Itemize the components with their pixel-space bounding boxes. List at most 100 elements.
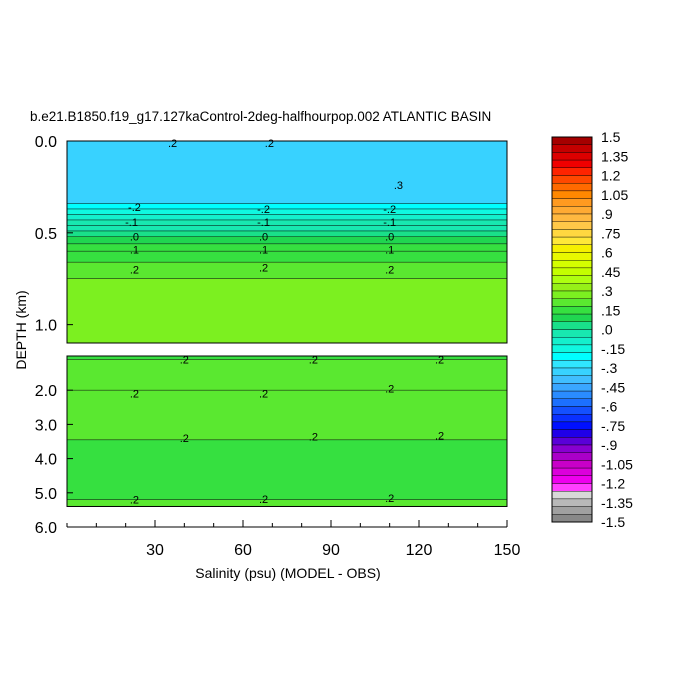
colorbar-swatch xyxy=(551,321,593,330)
contour-band xyxy=(67,439,507,500)
colorbar-swatch xyxy=(551,221,593,230)
contour-label: .2 xyxy=(259,263,268,275)
contour-label: .2 xyxy=(130,265,139,277)
colorbar-swatch xyxy=(551,475,593,484)
colorbar-swatch xyxy=(551,344,593,353)
contour-band xyxy=(67,208,507,215)
colorbar-swatch xyxy=(551,198,593,207)
contour-band xyxy=(67,214,507,220)
x-tick-label: 120 xyxy=(406,542,433,559)
colorbar-swatch xyxy=(551,267,593,276)
colorbar-label: -.75 xyxy=(601,418,625,434)
contour-label: .2 xyxy=(130,389,139,401)
colorbar-label: -.6 xyxy=(601,399,618,415)
colorbar-label: 1.2 xyxy=(601,168,621,184)
colorbar-swatch xyxy=(551,306,593,315)
contour-band xyxy=(67,262,507,279)
colorbar-swatch xyxy=(551,252,593,261)
contour-label: .2 xyxy=(180,433,189,445)
colorbar-swatch xyxy=(551,506,593,515)
colorbar-label: 1.5 xyxy=(601,129,621,145)
colorbar-swatch xyxy=(551,275,593,284)
colorbar-swatch xyxy=(551,152,593,161)
colorbar-label: .0 xyxy=(601,322,613,338)
contour-label: .2 xyxy=(168,138,177,150)
colorbar-label: 1.05 xyxy=(601,187,628,203)
y-tick-label: 6.0 xyxy=(35,520,57,537)
colorbar-swatch xyxy=(551,313,593,323)
contour-label: .0 xyxy=(259,231,268,243)
colorbar-label: 1.35 xyxy=(601,148,628,164)
colorbar-label: .75 xyxy=(601,225,621,241)
contour-band xyxy=(67,141,507,204)
contour-label: -.2 xyxy=(383,204,396,216)
y-axis-label: DEPTH (km) xyxy=(13,290,29,369)
colorbar-swatch xyxy=(551,167,593,176)
contour-band xyxy=(67,356,507,360)
contour-label: .2 xyxy=(435,354,444,366)
colorbar-swatch xyxy=(551,375,593,384)
colorbar-swatch xyxy=(551,467,593,477)
colorbar-swatch xyxy=(551,213,593,222)
contour-band xyxy=(67,243,507,252)
colorbar: 1.5 1.35 1.2 1.05 .9 .75 .6 .45 .3 .15 .0 -.15 -.3 -.… xyxy=(551,129,633,530)
contour-label: .2 xyxy=(259,389,268,401)
colorbar-swatch xyxy=(551,329,593,338)
x-axis: 30 60 90 120 150 xyxy=(66,520,520,559)
colorbar-swatch xyxy=(551,175,593,184)
colorbar-swatch xyxy=(551,236,593,246)
colorbar-swatch xyxy=(551,390,593,400)
colorbar-swatch xyxy=(551,460,593,469)
colorbar-label: -1.5 xyxy=(601,514,625,530)
contour-band xyxy=(67,225,507,231)
colorbar-swatch xyxy=(551,190,593,199)
contour-label: -.1 xyxy=(257,217,270,229)
x-tick-label: 60 xyxy=(234,542,252,559)
contour-label: .0 xyxy=(385,231,394,243)
colorbar-swatch xyxy=(551,229,593,238)
y-tick-label: 4.0 xyxy=(35,452,57,469)
x-tick-label: 30 xyxy=(146,542,164,559)
y-tick-label: 1.0 xyxy=(35,318,57,335)
contour-label: .2 xyxy=(265,138,274,150)
colorbar-swatch xyxy=(551,444,593,453)
y-tick-label: 2.0 xyxy=(35,383,57,400)
colorbar-label: .15 xyxy=(601,302,621,318)
colorbar-swatch xyxy=(551,352,593,361)
colorbar-label: .6 xyxy=(601,245,613,261)
upper-depth-panel: 0.00.51.0.2.2.3-.2 -.2 -.2-.1 -.1 -.1.0.0.0.… xyxy=(35,134,508,344)
colorbar-label: -1.2 xyxy=(601,476,625,492)
contour-band xyxy=(67,390,507,440)
contour-label: .2 xyxy=(385,383,394,395)
contour-label: .2 xyxy=(385,265,394,277)
y-tick-label: 3.0 xyxy=(35,417,57,434)
colorbar-swatch xyxy=(551,491,593,500)
contour-band xyxy=(67,203,507,209)
contour-band xyxy=(67,230,507,237)
panel-frame xyxy=(66,355,508,507)
colorbar-swatch xyxy=(551,206,593,215)
contour-label: .0 xyxy=(130,231,139,243)
contour-label: .2 xyxy=(130,495,139,507)
panel-frame xyxy=(66,140,508,344)
contour-label: .1 xyxy=(259,244,268,256)
colorbar-swatch xyxy=(551,421,593,430)
colorbar-swatch xyxy=(551,452,593,461)
contour-band xyxy=(67,499,507,507)
contour-label: -.2 xyxy=(128,202,141,214)
colorbar-swatch xyxy=(551,182,593,192)
contour-band xyxy=(67,278,507,343)
colorbar-swatch xyxy=(551,406,593,415)
y-tick-label: 0.0 xyxy=(35,134,57,151)
colorbar-swatch xyxy=(551,360,593,369)
colorbar-swatch xyxy=(551,337,593,346)
contour-label: .2 xyxy=(385,493,394,505)
colorbar-swatch xyxy=(551,144,593,153)
colorbar-frame xyxy=(551,136,593,523)
contour-label: .2 xyxy=(180,354,189,366)
colorbar-swatch xyxy=(551,136,593,145)
colorbar-swatch xyxy=(551,483,593,492)
colorbar-swatch xyxy=(551,437,593,446)
colorbar-swatch xyxy=(551,383,593,392)
